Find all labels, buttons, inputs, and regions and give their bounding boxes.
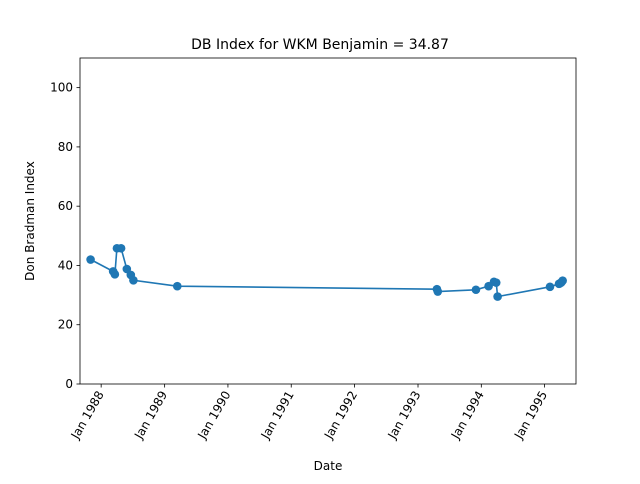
y-tick-label: 40 (58, 258, 73, 272)
chart-title: DB Index for WKM Benjamin = 34.87 (191, 37, 449, 53)
y-tick-label: 0 (65, 377, 73, 391)
data-point (433, 287, 443, 296)
data-point (129, 275, 138, 285)
y-tick-label: 20 (58, 318, 73, 332)
data-point (471, 285, 481, 295)
data-point (558, 276, 567, 285)
data-point (493, 292, 502, 301)
y-tick-label: 100 (50, 81, 73, 95)
plot-frame (79, 57, 577, 385)
x-axis-label: Date (314, 459, 343, 473)
data-point (491, 278, 501, 287)
data-point (172, 281, 182, 291)
data-point (86, 255, 95, 264)
y-axis-label: Don Bradman Index (23, 161, 37, 281)
data-point (545, 282, 555, 292)
y-tick-label: 60 (58, 199, 73, 213)
data-point (110, 270, 120, 279)
data-point (116, 243, 126, 253)
y-tick-label: 80 (58, 140, 73, 154)
